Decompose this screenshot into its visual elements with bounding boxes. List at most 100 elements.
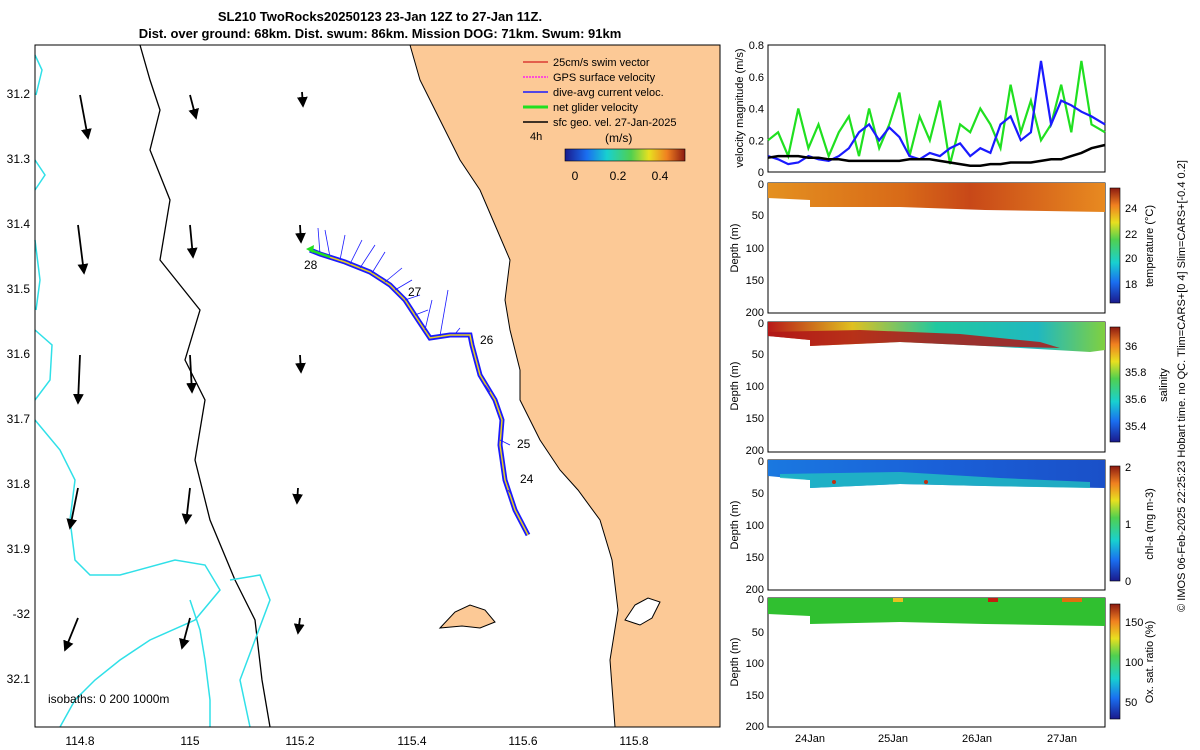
salinity-panel: 36 35.8 35.6 35.4 salinity Depth (m) 0 5… — [729, 318, 1170, 457]
velocity-series — [767, 60, 1106, 167]
velocity-ytick-1: 0.2 — [749, 135, 764, 147]
lat-ticks: 31.2 31.3 31.4 31.5 31.6 31.7 31.8 31.9 … — [7, 87, 31, 686]
ox-high-1 — [893, 598, 903, 602]
chl-spike-2 — [924, 480, 928, 484]
svg-text:31.4: 31.4 — [7, 217, 31, 231]
velocity-ylabel: velocity magnitude (m/s) — [734, 48, 746, 167]
velocity-y-ticks: 0 0.2 0.4 0.6 0.8 — [749, 40, 764, 179]
svg-text:32.1: 32.1 — [7, 672, 31, 686]
svg-text:100: 100 — [746, 243, 764, 255]
svg-text:50: 50 — [752, 488, 764, 500]
temp-cbar-tick-24: 24 — [1125, 203, 1137, 215]
velocity-ytick-4: 0.8 — [749, 40, 764, 52]
salinity-clabel: salinity — [1158, 368, 1170, 402]
velocity-series-1 — [767, 60, 1106, 166]
island — [438, 604, 496, 629]
svg-text:50: 50 — [752, 210, 764, 222]
velocity-ytick-3: 0.6 — [749, 72, 764, 84]
velocity-ytick-2: 0.4 — [749, 104, 764, 116]
svg-text:200: 200 — [746, 584, 764, 596]
map-legend: 25cm/s swim vector GPS surface velocity … — [523, 57, 686, 183]
ox-high-3 — [1062, 598, 1082, 602]
chlorophyll-subsurface — [780, 472, 1090, 488]
svg-text:115.8: 115.8 — [619, 734, 648, 748]
svg-text:150: 150 — [746, 690, 764, 702]
temperature-clabel: temperature (°C) — [1144, 205, 1156, 287]
svg-text:31.7: 31.7 — [7, 412, 31, 426]
ox-high-2 — [988, 598, 998, 602]
svg-text:31.2: 31.2 — [7, 87, 31, 101]
oxygen-ylabel: Depth (m) — [729, 638, 741, 687]
isobath-1000m — [34, 54, 271, 728]
temperature-depth-ticks: 0 50 100 150 200 — [746, 179, 764, 319]
velocity-series-0 — [767, 60, 1106, 165]
legend-dive-avg: dive-avg current veloc. — [553, 87, 664, 99]
velocity-ytick-0: 0 — [758, 167, 764, 179]
ox-cbar-tick-150: 150 — [1125, 617, 1143, 629]
colorbar-tick-0: 0 — [572, 169, 579, 183]
svg-text:100: 100 — [746, 381, 764, 393]
time-tick-25jan: 25Jan — [878, 733, 908, 745]
svg-text:0: 0 — [758, 594, 764, 606]
svg-text:115.6: 115.6 — [508, 734, 537, 748]
svg-text:200: 200 — [746, 445, 764, 457]
chart-title-line2: Dist. over ground: 68km. Dist. swum: 86k… — [139, 26, 622, 41]
day-label-25: 25 — [517, 437, 531, 451]
svg-text:114.8: 114.8 — [65, 734, 94, 748]
svg-text:31.8: 31.8 — [7, 477, 31, 491]
ox-cbar-tick-50: 50 — [1125, 697, 1137, 709]
day-label-26: 26 — [480, 333, 494, 347]
ox-cbar-tick-100: 100 — [1125, 657, 1143, 669]
time-axis-ticks: 24Jan 25Jan 26Jan 27Jan — [795, 733, 1077, 745]
colorbar-title: (m/s) — [605, 131, 632, 145]
chl-cbar-tick-1: 1 — [1125, 519, 1131, 531]
svg-text:200: 200 — [746, 721, 764, 733]
svg-text:0: 0 — [758, 456, 764, 468]
temperature-ylabel: Depth (m) — [729, 224, 741, 273]
temp-cbar-tick-18: 18 — [1125, 279, 1137, 291]
day-label-28: 28 — [304, 258, 318, 272]
temperature-panel: 24 22 20 18 temperature (°C) Depth (m) 0… — [729, 179, 1156, 319]
estuary — [624, 597, 661, 626]
svg-text:150: 150 — [746, 413, 764, 425]
chl-cbar-tick-0: 0 — [1125, 576, 1131, 588]
isobaths-label: isobaths: 0 200 1000m — [48, 692, 169, 706]
legend-gps-velocity: GPS surface velocity — [553, 72, 656, 84]
velocity-series-2 — [767, 143, 1106, 167]
salinity-ylabel: Depth (m) — [729, 362, 741, 411]
time-tick-24jan: 24Jan — [795, 733, 825, 745]
colorbar-tick-1: 0.2 — [610, 169, 627, 183]
sal-cbar-tick-35-6: 35.6 — [1125, 394, 1146, 406]
day-label-27: 27 — [408, 285, 422, 299]
lon-ticks: 114.8 115 115.2 115.4 115.6 115.8 — [65, 734, 648, 748]
imos-credit: © IMOS 06-Feb-2025 22:25:23 Hobart time.… — [1176, 160, 1188, 612]
svg-text:-32: -32 — [13, 607, 31, 621]
chlorophyll-colorbar — [1109, 465, 1121, 582]
velocity-magnitude-panel: 0 0.2 0.4 0.6 0.8 velocity magnitude (m/s) — [734, 40, 1106, 179]
svg-text:31.6: 31.6 — [7, 347, 31, 361]
svg-text:200: 200 — [746, 307, 764, 319]
temp-cbar-tick-22: 22 — [1125, 229, 1137, 241]
salinity-depth-ticks: 0 50 100 150 200 — [746, 318, 764, 457]
legend-sfc-geo: sfc geo. vel. 27-Jan-2025 — [553, 117, 677, 129]
temperature-colorbar — [1109, 187, 1121, 304]
svg-text:115: 115 — [180, 734, 199, 748]
chlorophyll-ylabel: Depth (m) — [729, 501, 741, 550]
chlorophyll-depth-ticks: 0 50 100 150 200 — [746, 456, 764, 596]
salinity-colorbar — [1109, 326, 1121, 443]
svg-text:115.2: 115.2 — [285, 734, 314, 748]
svg-text:100: 100 — [746, 658, 764, 670]
salinity-subsurface-high — [768, 330, 1060, 348]
day-label-24: 24 — [520, 472, 534, 486]
map-frame — [34, 44, 721, 728]
chl-cbar-tick-2: 2 — [1125, 462, 1131, 474]
land-mass — [409, 44, 721, 728]
svg-text:50: 50 — [752, 349, 764, 361]
svg-text:31.3: 31.3 — [7, 152, 31, 166]
legend-time-label: 4h — [530, 131, 542, 143]
time-tick-27jan: 27Jan — [1047, 733, 1077, 745]
oxygen-clabel: Ox. sat. ratio (%) — [1144, 621, 1156, 704]
glider-track — [306, 227, 531, 537]
legend-swim-vector: 25cm/s swim vector — [553, 57, 650, 69]
svg-text:0: 0 — [758, 318, 764, 330]
